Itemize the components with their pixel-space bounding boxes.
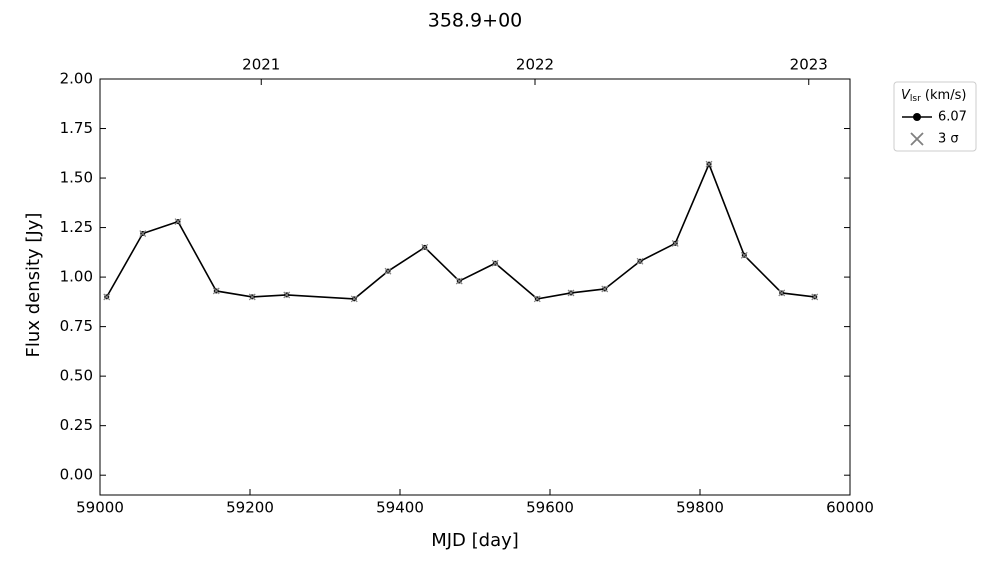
chart-title: 358.9+00 [428,10,523,32]
x-tick-label: 59800 [676,499,724,517]
series-line [106,162,815,300]
x-axis-label: MJD [day] [431,530,519,551]
sigma-marker [139,230,147,237]
y-tick-label: 2.00 [60,70,93,88]
sigma-marker [283,291,291,299]
x2-tick-label: 2023 [790,56,828,74]
legend-marker [913,113,921,121]
sigma-marker [778,289,786,297]
y-tick-label: 1.75 [60,119,93,137]
x-tick-label: 59200 [226,499,274,517]
y-tick-label: 0.75 [60,317,93,335]
legend-sigma-label: 3 σ [938,132,959,147]
x-tick-label: 59600 [526,499,574,517]
sigma-marker [671,239,679,247]
sigma-marker [455,277,463,285]
y-tick-label: 0.25 [60,416,93,434]
sigma-marker [248,293,256,301]
legend-title-rest: (km/s) [921,88,967,103]
legend-title-main: V [901,88,911,103]
sigma-marker [567,289,575,297]
sigma-marker [421,243,429,251]
sigma-marker [384,267,392,275]
sigma-marker [212,287,220,295]
sigma-marker [601,285,609,293]
sigma-marker [491,259,499,267]
y-axis-label: Flux density [Jy] [23,213,44,358]
x-tick-label: 59400 [376,499,424,517]
legend-label: 6.07 [938,110,967,125]
sigma-marker [350,295,358,303]
sigma-marker [533,295,541,303]
legend-title: Vlsr (km/s) [901,88,966,104]
sigma-marker [103,293,111,301]
y-tick-label: 0.00 [60,466,93,484]
legend: Vlsr (km/s) [893,81,977,152]
legend-box [893,81,977,152]
sigma-marker [705,160,713,168]
sigma-marker [174,218,182,226]
legend-title-sub: lsr [910,94,921,104]
sigma-marker [811,293,819,301]
y-tick-label: 1.25 [60,218,93,236]
y-tick-label: 1.00 [60,268,93,286]
y-tick-label: 0.50 [60,367,93,385]
sigma-marker [636,257,644,265]
x2-tick-label: 2021 [242,56,280,74]
y-tick-label: 1.50 [60,169,93,187]
legend-sigma-marker [910,132,924,146]
x2-tick-label: 2022 [516,56,554,74]
sigma-marker [740,251,748,259]
x-tick-label: 60000 [826,499,874,517]
plot-frame [99,78,851,496]
x-tick-label: 59000 [76,499,124,517]
